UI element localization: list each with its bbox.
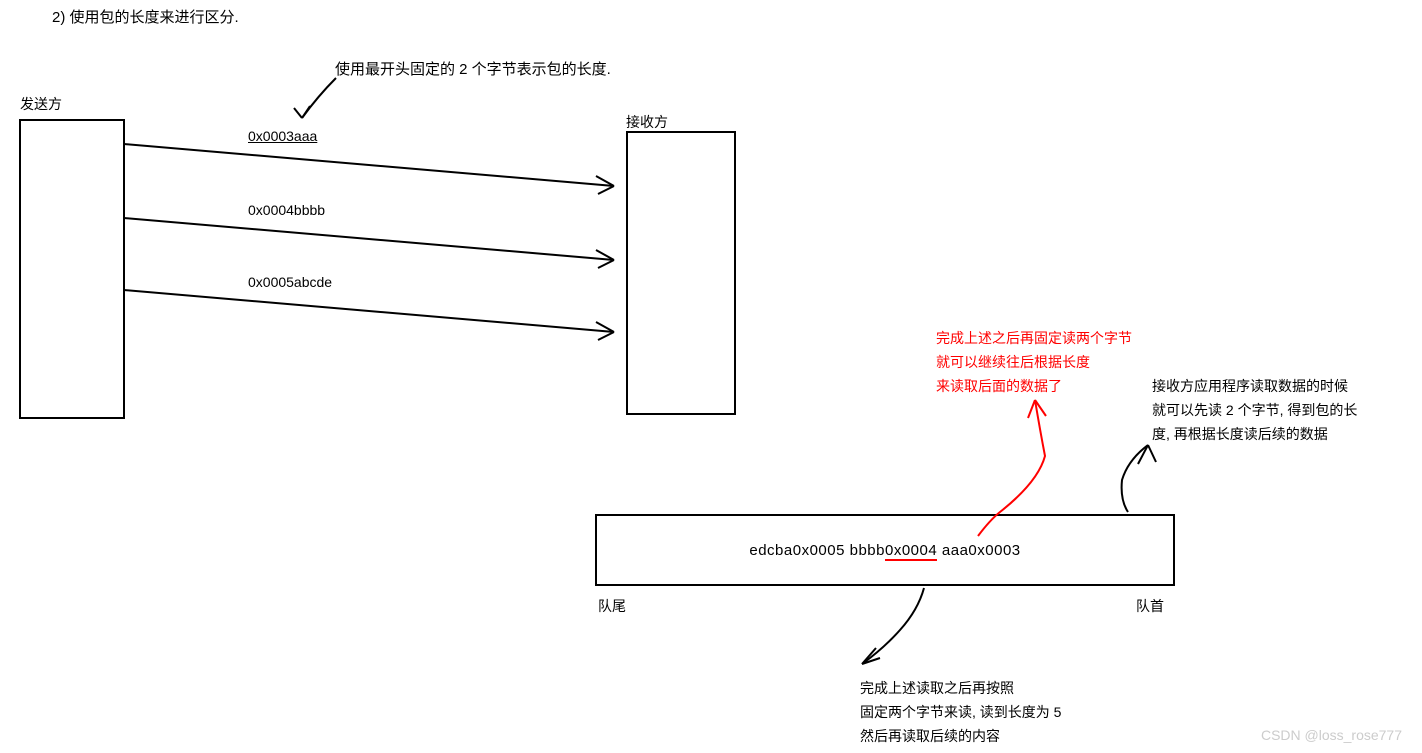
- receiver-box: [627, 132, 735, 414]
- message-arrow-1: [124, 144, 614, 186]
- message-arrow-3: [124, 290, 614, 332]
- right-connector: [1122, 445, 1148, 512]
- diagram-svg: [0, 0, 1422, 753]
- red-connector: [978, 400, 1045, 536]
- sender-box: [20, 120, 124, 418]
- message-arrow-2: [124, 218, 614, 260]
